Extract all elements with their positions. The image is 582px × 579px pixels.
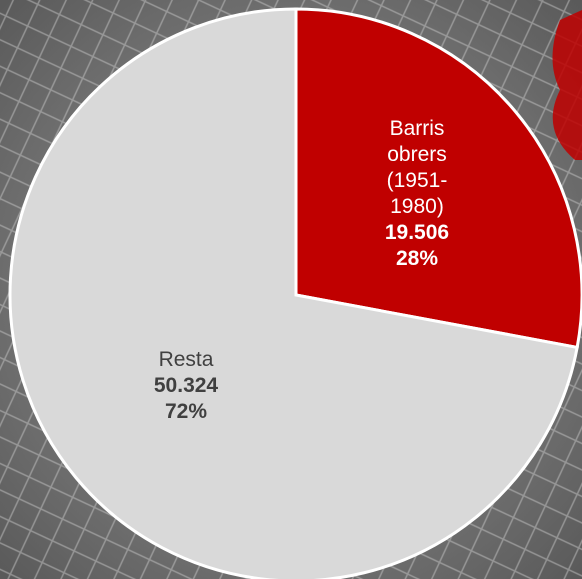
category: Barris obrers (1951-1980) (386, 117, 448, 219)
category: Resta (158, 348, 214, 372)
pie-slice (8, 7, 579, 579)
map-highlight (552, 10, 582, 160)
percentage-label: 28% (395, 247, 438, 271)
slice-label: Barris obrers (1951-1980) 19.506 28% (362, 116, 472, 272)
percentage-label: 72% (164, 400, 208, 424)
value-label: 50.324 (153, 374, 219, 398)
value-label: 19.506 (384, 221, 450, 245)
slice-label: Resta 50.324 72% (131, 347, 241, 425)
